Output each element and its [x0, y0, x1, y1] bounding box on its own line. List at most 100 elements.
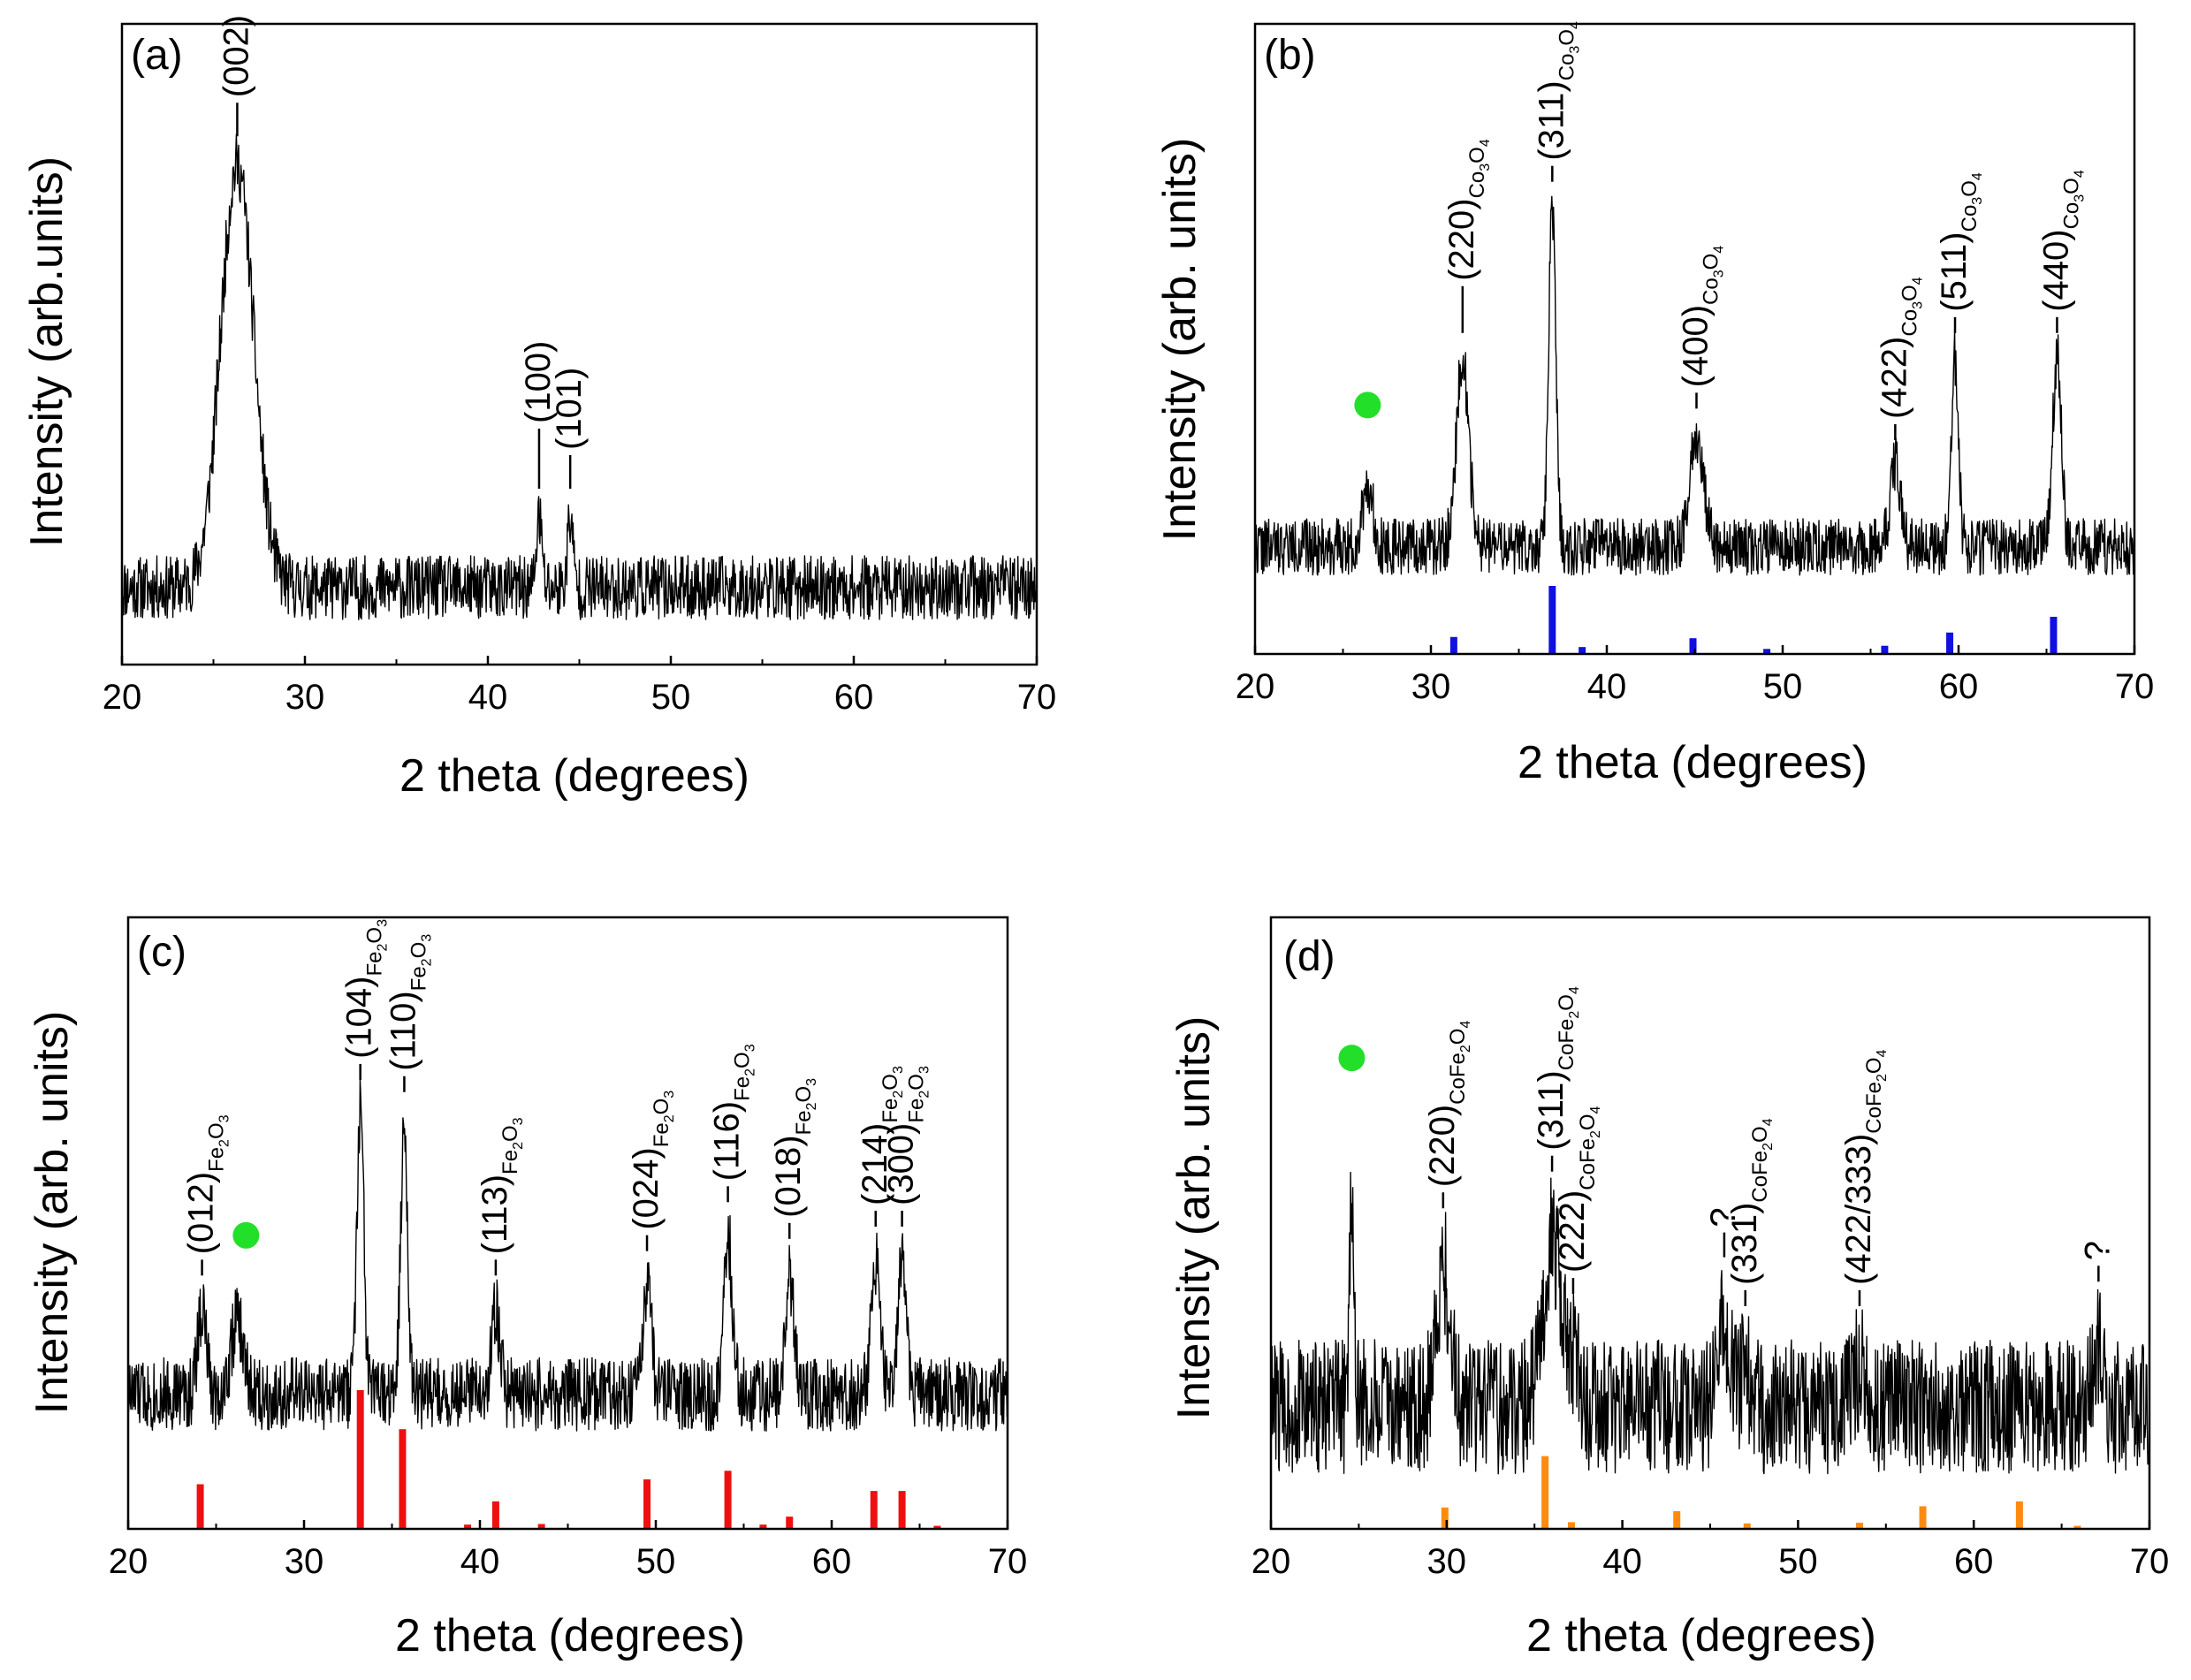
panel-a-x-tick-label: 50	[651, 678, 691, 717]
panel-c-x-tick-label: 30	[285, 1542, 324, 1581]
panel-b-peak-label: (440)Co3O4	[2036, 170, 2087, 312]
panel-d-x-tick-label: 20	[1251, 1542, 1291, 1581]
panel-c-peak-label: (116)Fe2O3	[708, 1044, 758, 1181]
panel-c-reference-bar	[870, 1491, 878, 1529]
panel-d-reference-bar	[2015, 1501, 2023, 1529]
panel-b-peak-label: (422)Co3O4	[1875, 277, 1925, 419]
panel-d-x-tick-label: 70	[2130, 1542, 2170, 1581]
panel-c-reference-bar	[786, 1517, 794, 1529]
panel-c-reference-bar	[898, 1491, 906, 1529]
panel-d-reference-bar	[2073, 1525, 2081, 1529]
panel-d: (d) Intensity (arb. units) 2 theta (degr…	[1168, 916, 2170, 1661]
panel-c-x-tick-label: 60	[812, 1542, 852, 1581]
panel-b-xlabel: 2 theta (degrees)	[1518, 737, 1868, 788]
panel-a-x-tick-label: 20	[103, 678, 142, 717]
panel-c-reference-bar	[399, 1429, 407, 1529]
panel-c-x-tick-label: 40	[460, 1542, 500, 1581]
panel-b-reference-bar	[1579, 647, 1586, 654]
panel-a-label: (a)	[131, 32, 183, 79]
panel-a: (a) Intensity (arb.units) 2 theta (degre…	[21, 15, 1056, 802]
panel-b-peak-label: (400)Co3O4	[1676, 246, 1726, 388]
panel-c-peak-label: (300)Fe2O3	[882, 1066, 932, 1205]
panel-b-reference-bar	[1689, 638, 1697, 654]
panel-b-x-tick-label: 30	[1411, 667, 1451, 706]
panel-d-ylabel: Intensity (arb. units)	[1168, 1016, 1220, 1420]
panel-c: (c) Intensity (arb. units) 2 theta (degr…	[27, 916, 1028, 1661]
panel-d-plot: 20 30 40 50 60 70 (220)CoFe2O4 (311)CoFe2O4(222…	[1251, 916, 2170, 1581]
panel-c-ylabel: Intensity (arb. units)	[27, 1011, 78, 1415]
panel-a-x-tick-label: 60	[834, 678, 874, 717]
panel-b-reference-bar	[1946, 632, 1954, 654]
panel-b-reference-bar	[1548, 585, 1556, 654]
panel-d-reference-bar	[1567, 1522, 1575, 1529]
panel-b-x-tick-label: 70	[2115, 667, 2155, 706]
panel-d-reference-bar	[1541, 1456, 1549, 1529]
panel-b-series-line	[1254, 195, 2135, 576]
panel-a-series-line	[121, 133, 1038, 620]
panel-d-peak-label: (331)CoFe2O4	[1725, 1118, 1776, 1285]
panel-b-x-tick-label: 50	[1763, 667, 1803, 706]
panel-b-x-tick-label: 20	[1236, 667, 1275, 706]
panel-b-peak-label: (220)Co3O4	[1442, 139, 1493, 281]
panel-c-x-tick-label: 70	[988, 1542, 1028, 1581]
panel-c-x-tick-label: 20	[109, 1542, 148, 1581]
panel-b-ylabel: Intensity (arb. units)	[1154, 138, 1206, 542]
panel-c-reference-bar	[196, 1484, 204, 1529]
panel-a-x-tick-label: 70	[1017, 678, 1057, 717]
panel-c-peak-label: (104)Fe2O3	[340, 919, 391, 1059]
panel-b-peak-label: (311)Co3O4	[1532, 21, 1582, 161]
panel-c-reference-bar	[537, 1524, 545, 1529]
panel-d-reference-bar	[1855, 1523, 1863, 1529]
panel-c-peak-label: (113)Fe2O3	[475, 1117, 526, 1254]
panel-d-label: (d)	[1283, 933, 1335, 980]
panel-d-peak-label: (311)CoFe2O4	[1532, 986, 1582, 1151]
panel-b: (b) Intensity (arb. units) 2 theta (degr…	[1154, 21, 2154, 788]
panel-c-plot: 20 30 40 50 60 70 (012)Fe2O3 (104)Fe2O3(110)Fe2…	[109, 916, 1028, 1581]
panel-a-plot: 20 30 40 50 60 70 (002) (100)(101)	[103, 15, 1057, 717]
panel-a-xlabel: 2 theta (degrees)	[399, 750, 749, 802]
panel-d-x-tick-label: 60	[1954, 1542, 1994, 1581]
panel-d-reference-bar	[1673, 1510, 1681, 1529]
panel-b-peak-label: (511)Co3O4	[1935, 172, 1985, 312]
panel-c-peak-label: (018)Fe2O3	[769, 1078, 819, 1218]
panel-b-reference-bar	[1449, 636, 1457, 654]
panel-b-plot: 20 30 40 50 60 70 (220)Co3O4 (311)Co3O4 (400)Co3…	[1236, 21, 2155, 706]
panel-d-peak-label: (422/333)CoFe2O4	[1839, 1049, 1890, 1285]
panel-c-peak-label: (214)Fe2O3	[856, 1066, 906, 1205]
panel-c-carbon-marker	[232, 1221, 260, 1249]
panel-d-carbon-marker	[1338, 1045, 1366, 1072]
panel-b-label: (b)	[1264, 32, 1316, 79]
panel-d-peak-label: ?	[2078, 1241, 2117, 1260]
panel-b-reference-bar	[1763, 649, 1771, 654]
panel-d-peak-label: (222)CoFe2O4	[1553, 1106, 1603, 1273]
panel-b-reference-bar	[1881, 645, 1889, 654]
panel-d-x-tick-label: 50	[1778, 1542, 1818, 1581]
panel-d-peak-label: ?	[1704, 1207, 1743, 1227]
panel-d-reference-bar	[1919, 1506, 1927, 1529]
panel-d-series-line	[1270, 1171, 2150, 1475]
panel-c-peak-label: (024)Fe2O3	[627, 1091, 677, 1230]
panel-c-reference-bar	[759, 1524, 767, 1529]
panel-d-reference-bar	[1743, 1523, 1751, 1529]
panel-a-ylabel: Intensity (arb.units)	[21, 156, 72, 547]
panel-d-x-tick-label: 40	[1602, 1542, 1642, 1581]
panel-c-peak-label: (012)Fe2O3	[182, 1114, 232, 1254]
panel-c-reference-bar	[933, 1525, 941, 1529]
panel-d-xlabel: 2 theta (degrees)	[1526, 1610, 1876, 1661]
panel-a-x-tick-label: 40	[468, 678, 508, 717]
panel-c-series-line	[127, 1077, 1008, 1432]
panel-c-label: (c)	[137, 929, 186, 976]
panel-c-peak-label: (110)Fe2O3	[384, 934, 434, 1071]
panel-a-peak-label: (100)	[519, 341, 558, 423]
panel-d-peak-label: (220)CoFe2O4	[1423, 1021, 1473, 1188]
panel-c-reference-bar	[464, 1524, 472, 1529]
panel-b-x-tick-label: 60	[1939, 667, 1979, 706]
panel-c-reference-bar	[724, 1471, 732, 1529]
panel-b-reference-bar	[2050, 616, 2058, 654]
panel-a-peak-label: (002)	[217, 15, 255, 97]
panel-c-reference-bar	[643, 1479, 651, 1529]
panel-c-x-tick-label: 50	[636, 1542, 676, 1581]
panel-a-peak-label: (101)	[550, 368, 589, 450]
panel-d-x-tick-label: 30	[1427, 1542, 1467, 1581]
